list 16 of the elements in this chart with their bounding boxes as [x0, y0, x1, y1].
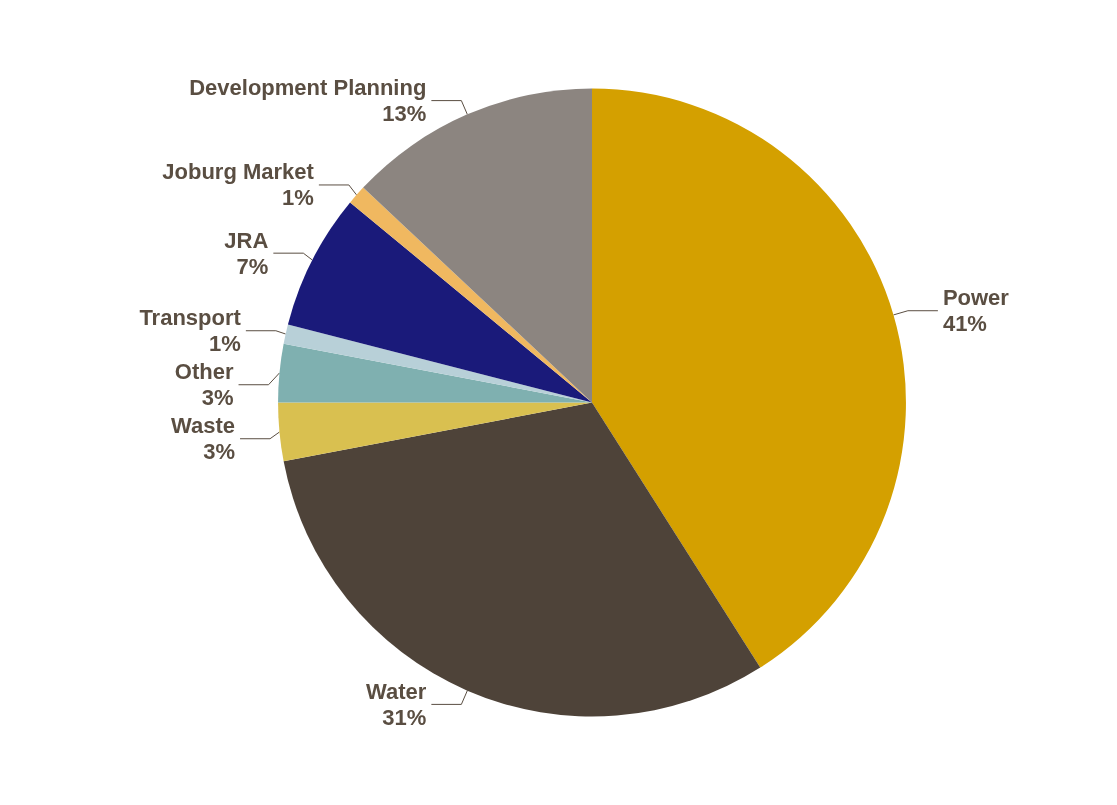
slice-label: Transport	[139, 305, 242, 331]
slice-label: Water	[366, 678, 427, 704]
slice-label: JRA	[224, 227, 269, 253]
data-label: 1%	[209, 331, 241, 357]
slice-label: Development Planning	[189, 75, 427, 101]
data-label: 7%	[236, 253, 269, 279]
data-label: 1%	[282, 185, 314, 211]
data-label: 31%	[382, 704, 427, 730]
slice-label: Power	[942, 285, 1010, 311]
data-label: 3%	[203, 439, 236, 465]
data-label: 3%	[201, 385, 234, 411]
slice-label: Waste	[171, 413, 236, 439]
data-label: 41%	[942, 311, 987, 337]
data-label: 13%	[382, 101, 427, 127]
slice-label: Joburg Market	[162, 159, 315, 185]
slice-label: Other	[174, 359, 234, 385]
